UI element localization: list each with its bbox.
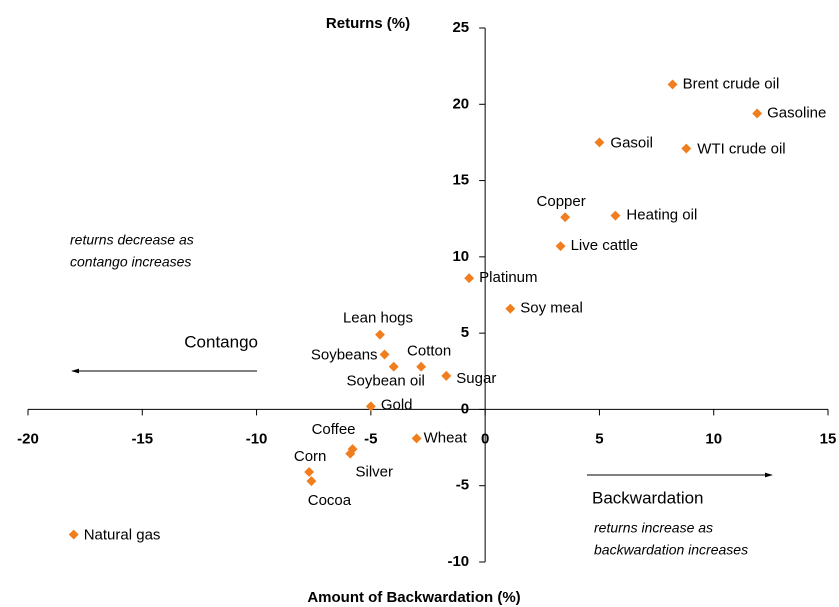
point-label: Gasoil xyxy=(610,134,653,151)
point xyxy=(345,448,356,459)
point-label: Soybeans xyxy=(311,346,378,363)
x-tick-label: 5 xyxy=(595,430,603,447)
x-tick-label: 0 xyxy=(481,430,489,447)
point xyxy=(752,108,763,119)
x-tick-label: -20 xyxy=(17,430,39,447)
point-label: Brent crude oil xyxy=(683,75,780,92)
point xyxy=(365,401,376,412)
y-tick-label: 20 xyxy=(452,95,469,112)
y-tick-label: 5 xyxy=(461,324,469,341)
point xyxy=(416,361,427,372)
point-label: Cocoa xyxy=(308,492,352,509)
x-tick-label: -10 xyxy=(246,430,268,447)
y-axis-title: Returns (%) xyxy=(326,15,410,32)
point-label: Sugar xyxy=(456,370,496,387)
point xyxy=(441,370,452,381)
point xyxy=(68,529,79,540)
point-label: Soybean oil xyxy=(347,373,425,390)
point xyxy=(464,273,475,284)
point xyxy=(610,210,621,221)
point xyxy=(388,361,399,372)
point-label: Heating oil xyxy=(626,207,697,224)
x-tick-label: 10 xyxy=(705,430,722,447)
point-label: Coffee xyxy=(312,421,356,438)
point xyxy=(594,137,605,148)
y-tick-label: 0 xyxy=(461,400,469,417)
point-label: WTI crude oil xyxy=(697,141,785,158)
y-tick-label: 15 xyxy=(452,172,469,189)
point-label: Live cattle xyxy=(571,237,639,254)
point xyxy=(505,303,516,314)
point-label: Silver xyxy=(356,464,394,481)
x-tick-label: -15 xyxy=(131,430,153,447)
point-label: Natural gas xyxy=(84,527,161,544)
point-label: Gold xyxy=(381,396,413,413)
point-label: Cotton xyxy=(407,343,451,360)
point-label: Corn xyxy=(294,448,327,465)
point-label: Gasoline xyxy=(767,104,826,121)
point-label: Wheat xyxy=(424,429,468,446)
x-axis-title: Amount of Backwardation (%) xyxy=(307,589,520,606)
point xyxy=(411,433,422,444)
y-tick-label: -5 xyxy=(456,477,469,494)
backwardation-note: returns increase as xyxy=(594,520,713,536)
point xyxy=(375,329,385,340)
point-label: Platinum xyxy=(479,269,537,286)
point xyxy=(555,241,566,252)
point xyxy=(306,476,317,487)
x-tick-label: -5 xyxy=(364,430,377,447)
point-label: Copper xyxy=(537,193,586,210)
x-tick-label: 15 xyxy=(820,430,837,447)
point xyxy=(379,349,390,360)
backwardation-label: Backwardation xyxy=(592,488,704,507)
point xyxy=(667,79,678,90)
backwardation-note: backwardation increases xyxy=(594,542,748,558)
point xyxy=(304,467,315,477)
point xyxy=(681,143,692,154)
contango-label: Contango xyxy=(184,332,258,351)
point xyxy=(560,212,571,223)
y-tick-label: -10 xyxy=(447,553,469,570)
y-tick-label: 10 xyxy=(452,248,469,265)
y-tick-label: 25 xyxy=(452,19,469,36)
contango-note: contango increases xyxy=(70,254,191,270)
point-label: Soy meal xyxy=(520,300,583,317)
contango-note: returns decrease as xyxy=(70,232,194,248)
point-label: Lean hogs xyxy=(343,310,413,327)
